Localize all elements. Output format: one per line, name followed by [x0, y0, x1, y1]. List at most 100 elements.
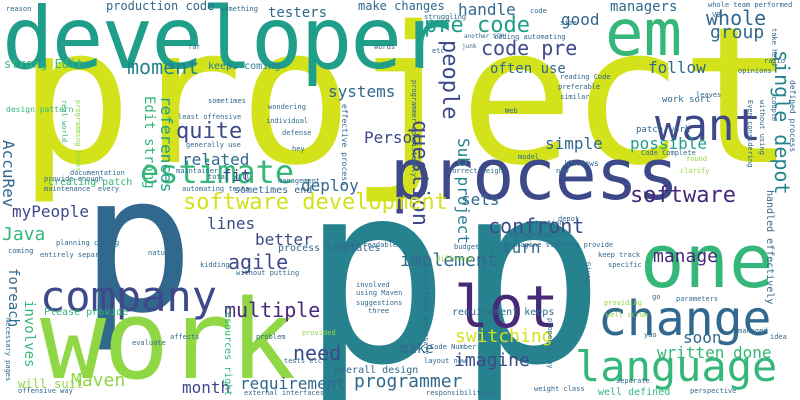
word-process-templates: process templates	[278, 243, 381, 254]
word-preferable: preferable	[558, 83, 601, 91]
word-soon: soon	[683, 328, 722, 347]
word-AccuRev: AccuRev	[0, 140, 18, 208]
word-p-right: p	[455, 129, 606, 400]
word-well-defined: well defined	[598, 387, 671, 398]
word-requirement-keeps: requirement keeps	[452, 307, 555, 318]
word-month: month	[182, 378, 231, 397]
word-production-code: production code	[106, 0, 215, 13]
word-process: process	[390, 134, 679, 216]
word-evaluate: evaluate	[132, 339, 166, 347]
word-reading-Code: reading Code	[560, 73, 611, 81]
word-myPeople: myPeople	[12, 202, 90, 221]
word-documentation: documentation	[70, 169, 125, 177]
word-specific: specific	[608, 261, 642, 269]
word-yuo: yuo	[644, 331, 657, 339]
word-design-pattern: design pattern	[6, 105, 74, 114]
word-creating-patch: creating patch	[48, 177, 133, 188]
word-Person: Person	[364, 128, 422, 147]
word-good: good	[561, 10, 600, 29]
word-Given: Given	[584, 262, 592, 284]
word-pre-code: pre code	[424, 13, 530, 38]
word-offensive-way: offensive way	[18, 387, 73, 395]
word-hey: hey	[292, 145, 305, 153]
word-found: found	[686, 155, 708, 163]
word-project: project	[18, 0, 795, 207]
word-lines: lines	[207, 214, 256, 233]
word-work: work	[40, 276, 296, 400]
word-confront: confront	[488, 214, 585, 238]
word-manage: manage	[653, 246, 719, 267]
word-em: em	[605, 0, 683, 71]
word-fit: fit	[222, 166, 251, 185]
word-better: better	[255, 230, 313, 249]
word-correct-weight: correct weight	[448, 167, 508, 175]
word-Java: Java	[2, 224, 46, 245]
word-without-putting: without putting	[236, 269, 300, 277]
word-something: something	[220, 5, 258, 13]
word-junk: junk	[462, 43, 477, 50]
word-language: language	[575, 342, 778, 391]
word-whole: whole	[706, 6, 767, 30]
word-provided: provided	[302, 329, 336, 337]
word-coming: coming	[8, 247, 34, 255]
word-defined-process: defined process	[788, 80, 797, 153]
word-interfaces-Necessary: interfaces Necessary	[422, 270, 430, 355]
word-done: done	[733, 343, 772, 362]
word-budget: budget	[454, 243, 480, 251]
word-using-Maven: using Maven	[356, 289, 403, 297]
word-well-scrum: well scrum	[606, 311, 649, 319]
word-defense: defense	[282, 129, 312, 137]
word-every: every	[98, 185, 120, 193]
word-real-world: real world	[60, 100, 68, 143]
word-Please-provide: Please provide	[44, 307, 129, 318]
word-layout-now: layout now	[424, 357, 467, 365]
word-planning-coding: planning coding	[56, 239, 120, 247]
word-provide-enough: provide enough	[44, 175, 104, 183]
word-struggling: struggling	[424, 13, 467, 21]
word-wondering: wondering	[268, 103, 306, 111]
word-suggestions: suggestions	[356, 299, 403, 307]
word-nature: nature	[148, 249, 174, 257]
word-quite: quite	[176, 119, 243, 144]
word-one: one	[640, 219, 774, 305]
word-VB: VB	[712, 11, 721, 19]
word-make-changes: make changes	[358, 0, 445, 13]
word-deploy: deploy	[301, 176, 359, 195]
word-perspective: perspective	[690, 387, 737, 395]
word-programmer: programmer	[354, 371, 463, 392]
word-without-using: without using	[758, 100, 766, 155]
word-parameters: parameters	[676, 295, 719, 303]
word-leaves: leaves	[696, 91, 722, 99]
word-p-mid: p	[300, 129, 451, 400]
word-single-depot: single depot	[770, 50, 794, 195]
word-involves: involves	[21, 300, 37, 368]
word-change: change	[598, 291, 772, 347]
word-management: management	[278, 177, 321, 185]
word-lot: lot	[454, 273, 559, 341]
word-overall-design: overall design	[334, 365, 419, 376]
word-whole-team-performed: whole team performed	[708, 1, 793, 9]
word-keep-track: keep track	[598, 251, 641, 259]
word-programmer-consistently: programmer consistently	[410, 80, 418, 177]
word-couple: couple	[770, 96, 778, 122]
word-turn: turn	[502, 238, 541, 257]
word-model: model	[518, 153, 540, 161]
word-responsibilities: responsibilities	[426, 389, 494, 397]
word-foreach: foreach	[5, 268, 21, 328]
word-depot: depot	[558, 215, 580, 223]
word-will-suit: will suit	[18, 377, 84, 391]
word-often-use: often use	[490, 61, 566, 77]
word-affects: affects	[170, 333, 200, 341]
word-sometimes-end: sometimes end	[234, 185, 313, 196]
word-coding-automating: coding automating	[494, 33, 566, 41]
word-written: written	[657, 343, 725, 362]
word-patch-work: patch work	[636, 125, 691, 135]
word-far: far	[188, 43, 201, 51]
word-weight-class: weight class	[534, 385, 585, 393]
word-size: size	[560, 19, 577, 27]
word-programming-books: programming books	[74, 100, 82, 172]
word-imagine-starting-provide: imagine starting provide	[512, 241, 614, 249]
word-maintainer: maintainer	[176, 167, 219, 175]
word-requirement: requirement	[240, 374, 346, 393]
